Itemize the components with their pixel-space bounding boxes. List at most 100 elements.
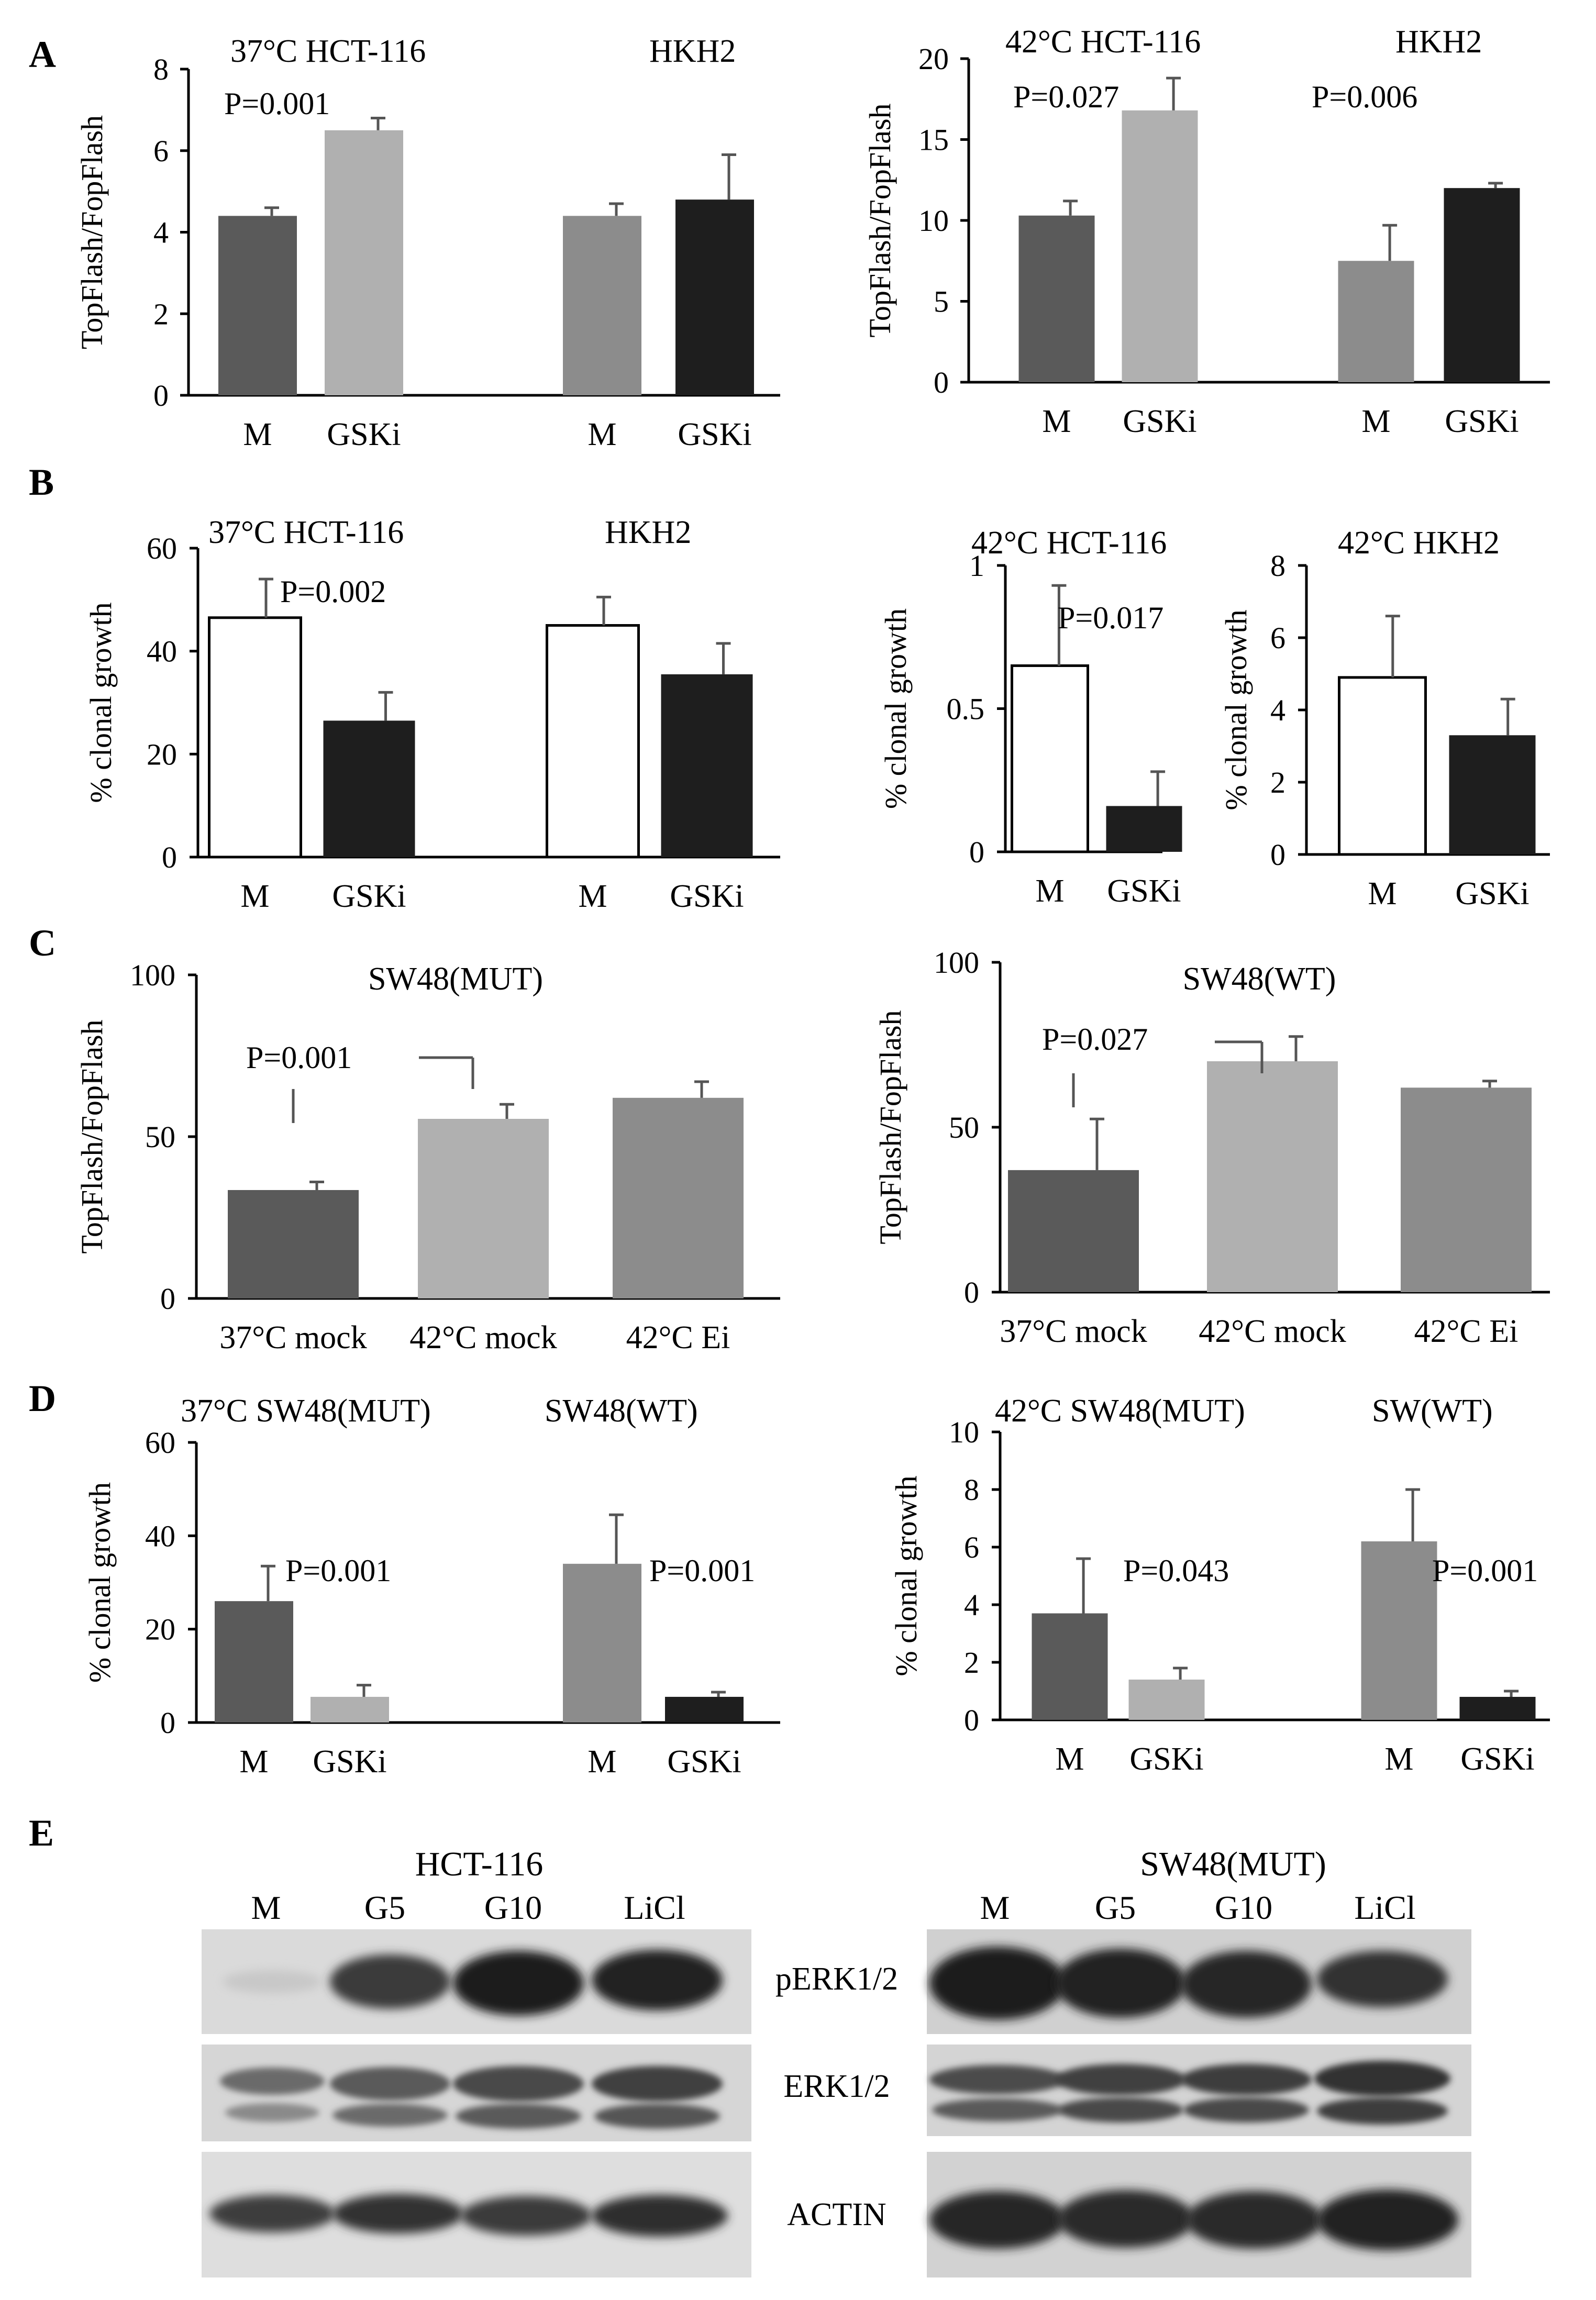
bar [1338, 261, 1414, 382]
category-label: M [1384, 1741, 1413, 1777]
group-title: 37°C HCT-116 [230, 34, 426, 69]
category-label: GSKi [1123, 404, 1196, 439]
y-tick-label: 8 [153, 52, 169, 86]
y-axis-label: TopFlash/FopFlash [75, 1019, 109, 1253]
y-tick-label: 0 [160, 1282, 175, 1316]
y-axis-label: TopFlash/FopFlash [75, 115, 109, 349]
panel-letter-a: A [29, 34, 56, 75]
bar [665, 1696, 744, 1723]
chart-b-mid: 0 0.5 1 % clonal growth M GSKi 42°C HCT-116 P=0… [879, 525, 1182, 909]
chart-title: SW48(MUT) [368, 961, 543, 997]
category-label: M [240, 879, 269, 914]
y-tick-label: 20 [147, 737, 177, 771]
category-label: GSKi [1129, 1741, 1203, 1777]
y-tick-label: 4 [153, 216, 169, 250]
y-tick-label: 0 [162, 840, 177, 874]
panel-letter-d: D [29, 1377, 56, 1419]
category-label: M [1035, 873, 1064, 909]
bar [1449, 735, 1536, 854]
p-value-annotation: P=0.001 [285, 1553, 391, 1588]
y-axis-label: % clonal growth [889, 1475, 923, 1676]
category-label: M [1361, 404, 1390, 439]
chart-d-left: 0 20 40 60 % clonal growth M GSKi M GSKi 37°C SW4… [83, 1393, 780, 1780]
bar [1444, 188, 1520, 382]
y-tick-label: 0 [969, 835, 984, 869]
y-tick-label: 60 [147, 531, 177, 565]
y-tick-label: 40 [147, 635, 177, 669]
y-tick-label: 15 [918, 123, 949, 157]
blot-left-perk [202, 1929, 751, 2034]
y-tick-label: 40 [145, 1519, 175, 1553]
blot-right-lane-m: M [980, 1889, 1010, 1926]
group-title: HKH2 [1395, 24, 1482, 60]
y-tick-label: 2 [153, 297, 169, 331]
chart-b-left: 0 20 40 60 % clonal growth M GSKi M GSKi 37°C HCT… [84, 515, 780, 914]
group-title: 37°C HCT-116 [208, 515, 404, 550]
category-label: GSKi [332, 879, 406, 914]
y-tick-label: 0 [1270, 838, 1285, 872]
bar [563, 216, 641, 395]
y-axis-label: % clonal growth [879, 608, 913, 809]
chart-d-right: 0 2 4 6 8 10 % clonal growth M GSKi M GSKi 42°C SW4… [889, 1393, 1550, 1777]
group-title: 42°C SW48(MUT) [995, 1393, 1245, 1429]
bar [1459, 1697, 1536, 1720]
bar [208, 616, 302, 859]
y-tick-label: 6 [1270, 621, 1285, 655]
group-title: 42°C HCT-116 [971, 525, 1167, 561]
group-title: 42°C HCT-116 [1005, 24, 1201, 60]
y-tick-label: 8 [964, 1473, 979, 1507]
y-tick-label: 6 [153, 134, 169, 168]
bar [1032, 1613, 1108, 1720]
y-tick-label: 0 [153, 379, 169, 413]
category-label: GSKi [678, 417, 751, 452]
category-label: 42°C Ei [1414, 1314, 1519, 1349]
blot-row-label-erk: ERK1/2 [783, 2069, 890, 2104]
category-label: GSKi [327, 417, 401, 452]
y-tick-label: 2 [964, 1646, 979, 1680]
bar [546, 624, 640, 859]
bar [228, 1190, 359, 1298]
bar [1361, 1541, 1437, 1720]
blot-left-lane-g5: G5 [364, 1889, 405, 1926]
p-value-annotation: P=0.002 [280, 574, 386, 609]
blot-left-erk [202, 2045, 751, 2141]
chart-a-left: 0 2 4 6 8 TopFlash/FopFlash M GSKi M GSKi 37°C HCT… [75, 34, 780, 452]
group-title: HKH2 [605, 515, 691, 550]
y-axis-label: % clonal growth [83, 1482, 117, 1683]
blot-right-lane-g10: G10 [1215, 1889, 1272, 1926]
blot-right-lane-g5: G5 [1095, 1889, 1136, 1926]
p-value-annotation: P=0.027 [1013, 80, 1119, 114]
blot-row-label-actin: ACTIN [787, 2197, 886, 2232]
blot-left-lane-licl: LiCl [624, 1889, 685, 1926]
p-value-annotation: P=0.017 [1058, 601, 1163, 635]
group-title: 42°C HKH2 [1338, 525, 1500, 561]
bar [1207, 1061, 1338, 1292]
bar [418, 1119, 549, 1298]
y-tick-label: 100 [130, 958, 175, 992]
bar [1011, 664, 1089, 853]
category-label: GSKi [1460, 1741, 1534, 1777]
western-blots: HCT-116 M G5 G10 LiCl SW48(MUT) M G5 G10… [202, 1845, 1471, 2277]
y-axis-label: TopFlash/FopFlash [873, 1010, 907, 1244]
bar [311, 1696, 389, 1723]
y-tick-label: 0.5 [947, 692, 985, 726]
y-axis-label: % clonal growth [84, 602, 118, 803]
blot-right-erk [927, 2045, 1471, 2136]
blot-right-actin [927, 2152, 1471, 2277]
category-label: M [588, 417, 616, 452]
chart-b-right: 0 2 4 6 8 % clonal growth M GSKi 42°C HKH2 [1219, 525, 1550, 912]
p-value-annotation: P=0.043 [1123, 1553, 1229, 1588]
bar [1018, 215, 1095, 382]
panel-letter-c: C [29, 922, 56, 964]
y-tick-label: 10 [949, 1415, 979, 1449]
category-label: M [1055, 1741, 1084, 1777]
y-axis-label: TopFlash/FopFlash [863, 103, 897, 337]
y-tick-label: 4 [1270, 693, 1285, 727]
category-label: 42°C mock [409, 1320, 557, 1355]
category-label: 37°C mock [219, 1320, 367, 1355]
bar [675, 199, 754, 395]
y-tick-label: 50 [949, 1110, 979, 1145]
y-tick-label: 50 [145, 1120, 175, 1154]
p-value-annotation: P=0.001 [246, 1040, 352, 1075]
